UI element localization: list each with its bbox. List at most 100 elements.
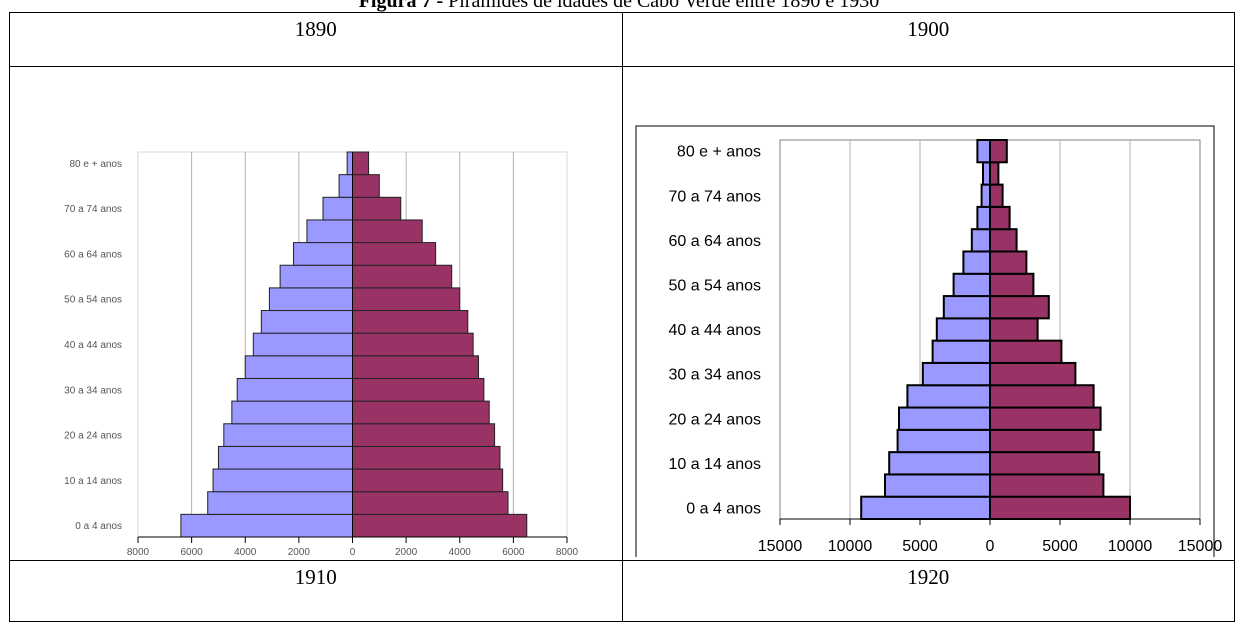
bar-male xyxy=(883,473,991,499)
x-tick-label: 8000 xyxy=(556,547,579,557)
bar-male xyxy=(338,174,353,199)
x-tick-label: 5000 xyxy=(1042,538,1078,555)
bar-female xyxy=(352,265,453,289)
bar-male xyxy=(961,250,991,276)
bar-male xyxy=(887,451,991,476)
y-tick-label: 50 a 54 anos xyxy=(64,295,122,306)
bar-female xyxy=(988,429,1095,454)
year-label-1890: 1890 xyxy=(9,11,623,68)
x-tick-label: 4000 xyxy=(234,547,257,557)
bar-male xyxy=(322,197,354,221)
y-tick-label: 60 a 64 anos xyxy=(668,233,761,250)
bar-female xyxy=(988,451,1100,476)
x-tick-label: 0 xyxy=(985,538,994,555)
bar-male xyxy=(236,378,353,403)
y-tick-label: 20 a 24 anos xyxy=(64,431,122,442)
bar-female xyxy=(352,151,370,176)
bar-male xyxy=(921,362,991,387)
x-tick-label: 8000 xyxy=(127,547,150,557)
bar-female xyxy=(988,317,1039,343)
bar-male xyxy=(975,206,991,231)
chart-cell-1890: 8000 6000 4000 2000 0 2000 4000 6000 8000 0 a 4 a… xyxy=(9,66,623,562)
figure-label: Figura 7 - xyxy=(358,0,444,12)
bar-female xyxy=(988,340,1062,365)
bar-male xyxy=(268,287,354,312)
x-tick-label: 4000 xyxy=(449,547,472,557)
bar-male xyxy=(931,340,991,365)
bar-male xyxy=(223,423,353,448)
y-tick-label: 50 a 54 anos xyxy=(668,278,761,295)
bar-female xyxy=(988,406,1102,432)
y-tick-label: 10 a 14 anos xyxy=(64,476,122,487)
y-tick-label: 60 a 64 anos xyxy=(64,250,122,261)
bar-female xyxy=(988,496,1131,521)
x-tick-label: 6000 xyxy=(181,547,204,557)
pyramid-chart-1900: 15000 10000 5000 0 5000 10000 15000 0 a 4 anos 1… xyxy=(635,125,1222,558)
bar-female xyxy=(352,401,490,425)
y-tick-label: 70 a 74 anos xyxy=(668,189,761,206)
figure-table: 1890 1900 8000 6000 4000 2000 0 2000 4000 6000 8… xyxy=(9,11,1235,622)
bar-female xyxy=(988,206,1011,231)
bar-female xyxy=(988,273,1034,298)
bar-male xyxy=(935,317,991,343)
bar-female xyxy=(352,355,480,380)
chart-frame xyxy=(635,125,1214,558)
pyramid-chart-1890: 8000 6000 4000 2000 0 2000 4000 6000 8000 0 a 4 a… xyxy=(64,151,579,557)
bar-male xyxy=(896,429,991,454)
y-tick-label: 40 a 44 anos xyxy=(64,340,122,351)
bar-female xyxy=(352,333,474,357)
bar-male xyxy=(980,184,991,209)
bar-male xyxy=(279,265,354,289)
x-tick-label: 15000 xyxy=(1177,538,1222,555)
y-tick-label: 30 a 34 anos xyxy=(64,386,122,397)
bar-male xyxy=(260,310,353,335)
bar-male xyxy=(180,514,353,538)
x-tick-label: 5000 xyxy=(902,538,938,555)
y-tick-label: 0 a 4 anos xyxy=(686,501,761,518)
bar-male xyxy=(952,273,991,298)
bar-female xyxy=(988,161,999,187)
bar-male xyxy=(897,406,991,432)
bar-female xyxy=(352,197,402,221)
x-tick-label: 10000 xyxy=(827,538,872,555)
bar-female xyxy=(352,310,469,335)
figure-caption-text: Pirâmides de idades de Cabo Verde entre … xyxy=(448,0,880,12)
bar-male xyxy=(293,242,354,267)
chart-cell-1900: 15000 10000 5000 0 5000 10000 15000 0 a 4 anos 1… xyxy=(621,66,1235,562)
bar-male xyxy=(231,401,353,425)
bar-female xyxy=(352,491,509,516)
bar-male xyxy=(942,295,991,320)
bar-male xyxy=(207,491,353,516)
x-tick-label: 2000 xyxy=(288,547,311,557)
y-tick-label: 0 a 4 anos xyxy=(75,522,122,533)
x-tick-label: 2000 xyxy=(395,547,418,557)
bar-male xyxy=(217,446,353,470)
x-tick-label: 6000 xyxy=(502,547,525,557)
bar-female xyxy=(988,362,1076,387)
bar-female xyxy=(988,473,1104,499)
bar-male xyxy=(346,151,354,176)
bar-female xyxy=(352,378,485,403)
x-tick-label: 10000 xyxy=(1107,538,1152,555)
y-tick-label: 30 a 34 anos xyxy=(668,367,761,384)
bar-female xyxy=(352,287,461,312)
year-label-1920: 1920 xyxy=(621,560,1235,622)
y-tick-label: 70 a 74 anos xyxy=(64,205,122,216)
bar-male xyxy=(244,355,353,380)
bar-female xyxy=(352,514,528,538)
bar-female xyxy=(352,423,496,448)
bar-female xyxy=(352,174,380,199)
bar-female xyxy=(988,184,1004,209)
bar-female xyxy=(988,384,1095,409)
bar-male xyxy=(306,219,354,244)
bar-female xyxy=(352,242,437,267)
year-label-1910: 1910 xyxy=(9,560,623,622)
figure-caption: Figura 7 - Pirâmides de idades de Cabo V… xyxy=(0,0,1238,11)
bar-male xyxy=(970,228,991,253)
x-tick-label: 0 xyxy=(350,547,356,557)
y-tick-label: 80 e + anos xyxy=(676,144,760,161)
bar-male xyxy=(212,468,353,493)
x-tick-label: 15000 xyxy=(757,538,802,555)
bar-female xyxy=(352,446,501,470)
bar-female xyxy=(988,139,1008,164)
